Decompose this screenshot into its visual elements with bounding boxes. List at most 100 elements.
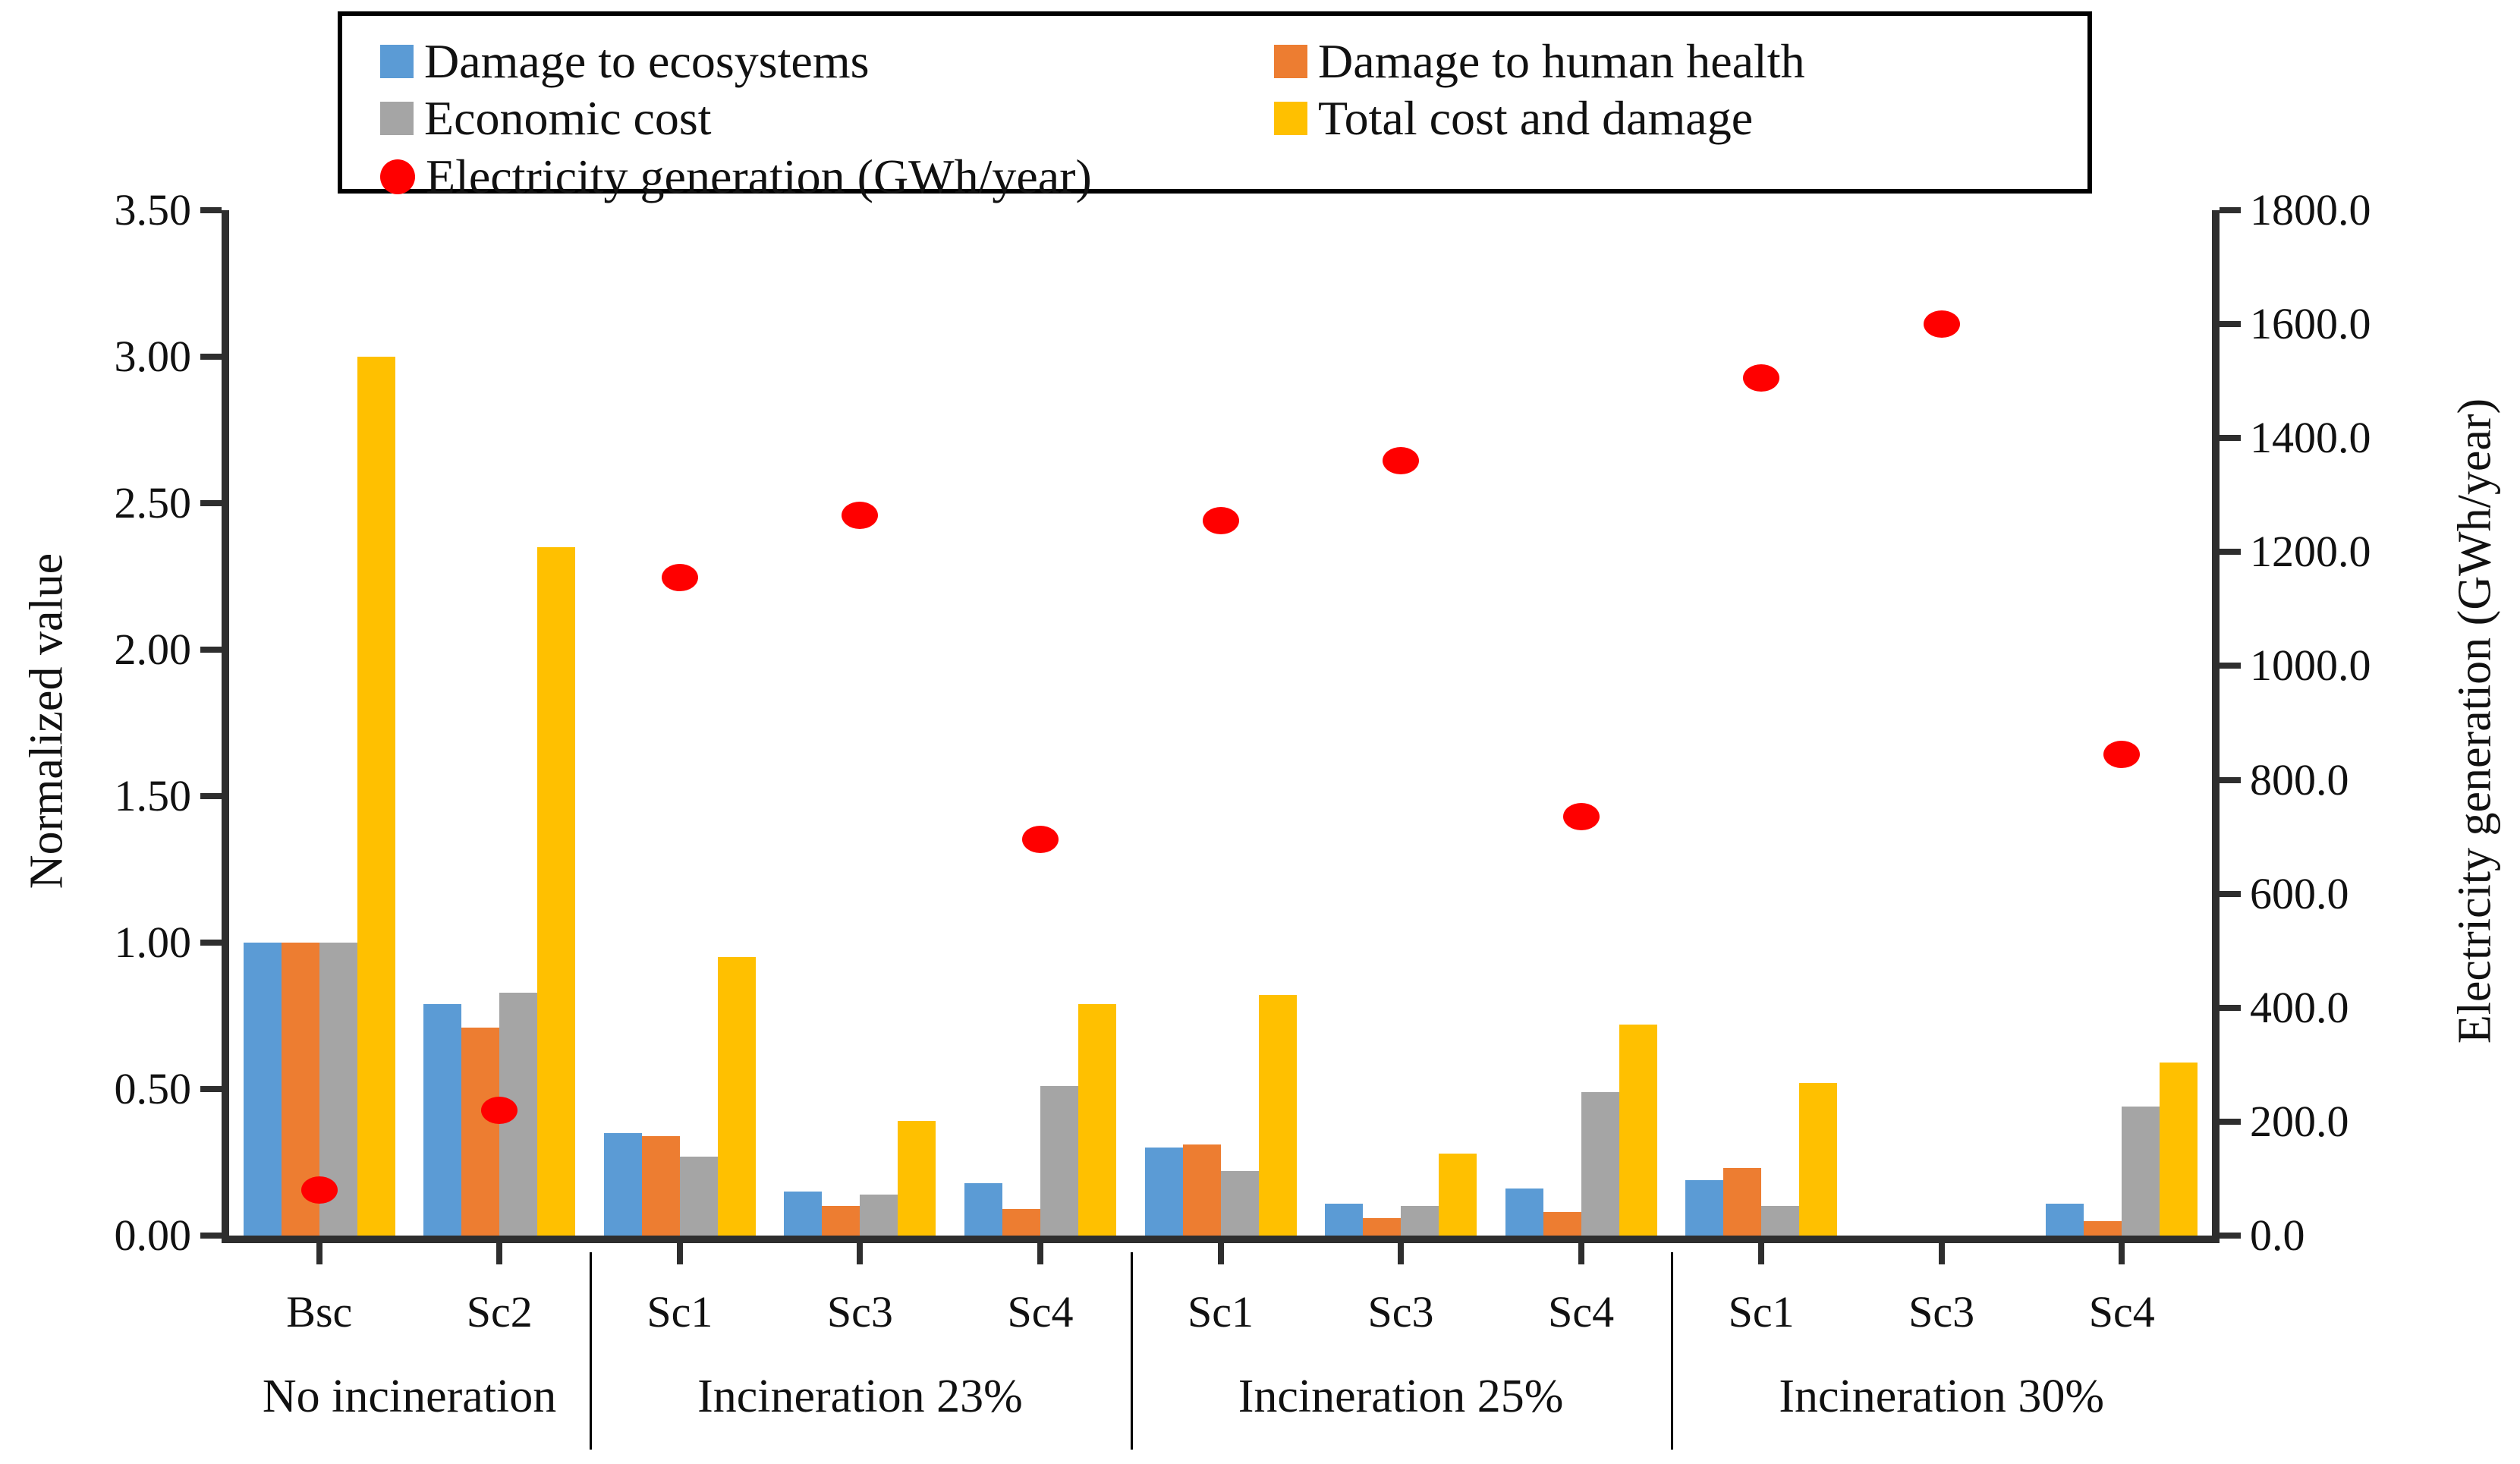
right-axis-tick [2220, 435, 2241, 442]
bar-total-cost-and-damage [1619, 1025, 1657, 1236]
left-axis-tick [200, 1233, 222, 1239]
right-axis-tick [2220, 890, 2241, 897]
left-axis-tick-label: 2.50 [114, 478, 192, 527]
bar-total-cost-and-damage [1439, 1153, 1477, 1236]
left-axis-tick [200, 1086, 222, 1092]
bar-economic-cost [1581, 1091, 1619, 1236]
bar-damage-to-human-health [2084, 1220, 2122, 1236]
bar-economic-cost [2122, 1107, 2160, 1236]
x-group-label: Incineration 30% [1779, 1371, 2104, 1422]
electricity-generation-point [1743, 364, 1780, 392]
bar-total-cost-and-damage [1799, 1083, 1838, 1236]
electricity-generation-point [2103, 740, 2141, 768]
x-axis-line [222, 1236, 2220, 1243]
electricity-generation-point [1923, 310, 1960, 338]
electricity-generation-point [481, 1096, 518, 1124]
x-category-label: Sc3 [1367, 1287, 1434, 1336]
right-axis-tick-label: 200.0 [2250, 1096, 2349, 1146]
legend-label: Economic cost [424, 91, 712, 145]
x-category-label: Sc3 [1908, 1287, 1975, 1336]
legend-entry: Damage to human health [1274, 33, 1805, 90]
bar-economic-cost [860, 1194, 898, 1236]
right-axis-tick-label: 1000.0 [2250, 641, 2371, 691]
right-axis-tick-label: 1800.0 [2250, 185, 2371, 235]
legend-square-marker-icon [380, 45, 414, 78]
x-axis-tick [1037, 1243, 1043, 1264]
bar-economic-cost [1761, 1206, 1800, 1236]
left-axis-tick [200, 647, 222, 653]
bar-damage-to-ecosystems [1685, 1179, 1724, 1236]
x-axis-tick [1217, 1243, 1224, 1264]
legend-label: Damage to human health [1318, 34, 1805, 88]
bar-damage-to-ecosystems [243, 943, 282, 1236]
left-axis-tick [200, 500, 222, 506]
electricity-generation-point [1021, 826, 1059, 854]
x-category-label: Sc3 [826, 1287, 893, 1336]
bar-damage-to-human-health [1723, 1168, 1762, 1236]
x-category-label: Sc1 [1187, 1287, 1254, 1336]
x-category-label: Sc4 [2088, 1287, 2155, 1336]
x-category-label: Bsc [286, 1287, 353, 1336]
left-axis-tick [200, 207, 222, 213]
right-axis-tick-label: 1600.0 [2250, 299, 2371, 349]
bar-damage-to-ecosystems [423, 1004, 462, 1236]
x-category-label: Sc4 [1548, 1287, 1615, 1336]
x-axis-tick [1398, 1243, 1405, 1264]
x-group-separator [590, 1252, 593, 1450]
x-category-label: Sc2 [466, 1287, 533, 1336]
right-axis-tick-label: 1400.0 [2250, 413, 2371, 463]
bar-damage-to-human-health [461, 1027, 500, 1236]
bar-total-cost-and-damage [898, 1121, 936, 1236]
bar-total-cost-and-damage [2160, 1063, 2198, 1236]
bar-damage-to-ecosystems [603, 1132, 642, 1236]
legend-label: Electricity generation (GWh/year) [426, 150, 1092, 203]
bar-damage-to-human-health [1543, 1212, 1581, 1236]
electricity-generation-point [1562, 803, 1600, 831]
x-axis-tick [496, 1243, 503, 1264]
bar-damage-to-human-health [1182, 1144, 1221, 1236]
legend-entry: Total cost and damage [1274, 90, 1753, 147]
bar-economic-cost [679, 1156, 718, 1236]
legend-label: Total cost and damage [1318, 91, 1754, 145]
bar-damage-to-ecosystems [1505, 1189, 1543, 1236]
legend-circle-marker-icon [380, 159, 415, 194]
bar-damage-to-ecosystems [2046, 1203, 2084, 1236]
legend: Damage to ecosystems Damage to human heal… [338, 11, 2092, 203]
left-axis-tick [200, 793, 222, 799]
legend-entry: Electricity generation (GWh/year) [380, 148, 1092, 206]
right-axis-tick-label: 0.0 [2250, 1211, 2305, 1260]
bar-total-cost-and-damage [717, 957, 756, 1236]
right-axis-tick [2220, 1118, 2241, 1125]
x-axis-tick [857, 1243, 864, 1264]
right-axis-tick [2220, 549, 2241, 556]
left-axis-tick [200, 940, 222, 946]
x-axis-tick [316, 1243, 322, 1264]
x-group-label: No incineration [262, 1371, 557, 1422]
x-group-separator [1130, 1252, 1133, 1450]
bar-damage-to-ecosystems [964, 1182, 1002, 1236]
legend-entry: Damage to ecosystems [380, 33, 870, 90]
x-axis-tick [1578, 1243, 1584, 1264]
right-axis-tick [2220, 1233, 2241, 1239]
bar-total-cost-and-damage [537, 546, 576, 1236]
bar-economic-cost [1220, 1171, 1259, 1236]
bar-damage-to-human-health [641, 1135, 680, 1236]
left-axis-tick-label: 1.50 [114, 771, 192, 820]
bar-damage-to-human-health [822, 1206, 860, 1236]
right-axis-tick-label: 800.0 [2250, 754, 2349, 804]
legend-square-marker-icon [1274, 45, 1307, 78]
bar-damage-to-human-health [1363, 1217, 1402, 1236]
bar-damage-to-ecosystems [1144, 1148, 1183, 1236]
electricity-generation-point [661, 564, 698, 592]
x-category-label: Sc4 [1007, 1287, 1074, 1336]
right-axis-tick [2220, 207, 2241, 213]
bar-total-cost-and-damage [1258, 995, 1297, 1236]
electricity-generation-point [1202, 507, 1239, 535]
electricity-generation-point [1383, 447, 1420, 475]
x-axis-tick [2119, 1243, 2125, 1264]
right-axis-tick [2220, 776, 2241, 783]
x-axis-tick [676, 1243, 683, 1264]
x-group-separator [1671, 1252, 1674, 1450]
right-axis-tick [2220, 1004, 2241, 1011]
